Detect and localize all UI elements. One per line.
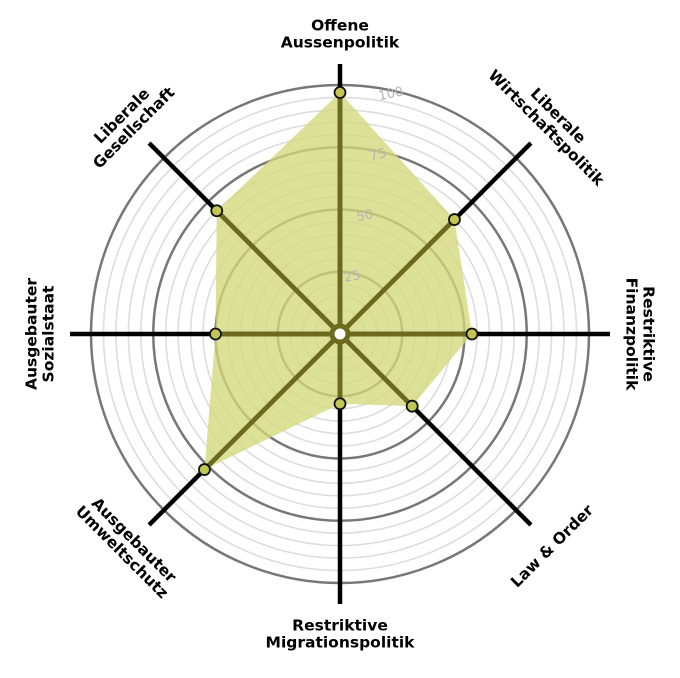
tick-label: 25 — [342, 268, 361, 286]
tick-labels: 25 50 75 100 — [342, 84, 404, 286]
axis-label-line: Finanzpolitik — [623, 278, 641, 392]
value-spoke — [338, 332, 414, 408]
axis-label-line: Offene — [311, 17, 369, 35]
tick-label: 50 — [355, 207, 374, 225]
chart-center — [329, 323, 351, 345]
axis-label: Restriktive Migrationspolitik — [266, 617, 416, 652]
axis-label-line: Aussenpolitik — [281, 34, 400, 52]
center-dot — [329, 323, 351, 345]
value-spoke — [215, 209, 342, 336]
axis-label-line: Restriktive — [640, 286, 658, 382]
axis-label: RestriktiveFinanzpolitik — [623, 278, 658, 392]
data-point — [405, 399, 419, 413]
axis-label-line: Restriktive — [292, 617, 388, 635]
tick-label: 75 — [368, 146, 387, 164]
data-point — [333, 86, 347, 99]
value-spokes — [202, 92, 472, 472]
data-point — [465, 327, 479, 341]
data-point — [198, 463, 211, 476]
data-point — [333, 397, 347, 411]
value-spoke — [338, 217, 457, 336]
axis-label-line: Migrationspolitik — [266, 634, 416, 652]
data-point — [210, 204, 224, 218]
axis-label: Offene Aussenpolitik — [281, 17, 400, 52]
axis-label-line: Sozialstaat — [40, 285, 58, 382]
tick-label: 100 — [377, 84, 404, 104]
axis-label: AusgebauterSozialstaat — [23, 278, 58, 390]
axis-label-line: Ausgebauter — [23, 278, 41, 390]
data-point — [448, 213, 461, 226]
value-spoke — [202, 332, 342, 472]
data-point — [209, 327, 222, 341]
data-points — [198, 86, 479, 476]
